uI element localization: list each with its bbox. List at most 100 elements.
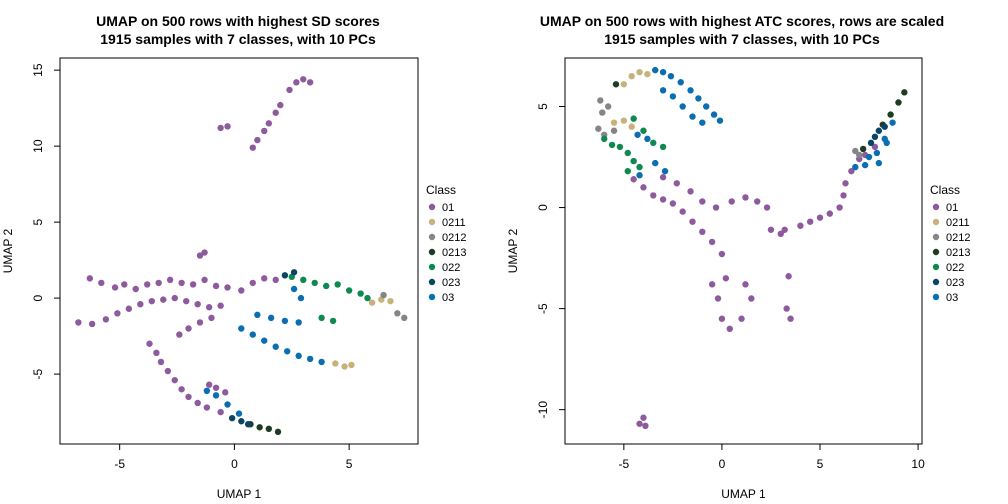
data-point-class-03 [644, 135, 651, 143]
legend-item-label: 0212 [946, 232, 970, 244]
data-point-class-022 [659, 143, 667, 151]
data-point-class-03 [703, 103, 710, 110]
data-point-class-022 [640, 127, 647, 134]
legend-item-label: 0213 [442, 247, 466, 259]
data-point-class-01 [848, 167, 855, 175]
data-point-class-01 [650, 192, 657, 199]
data-point-class-022 [311, 279, 318, 287]
data-point-class-01 [777, 230, 784, 238]
data-point-class-022 [334, 281, 341, 288]
data-point-class-023 [881, 123, 888, 130]
legend-marker [932, 203, 940, 211]
data-point-class-03 [634, 131, 641, 138]
data-point-class-01 [254, 136, 261, 144]
data-point-class-01 [137, 300, 144, 308]
y-axis-label: UMAP 2 [1, 228, 15, 273]
data-point-class-0211 [636, 68, 643, 76]
data-point-class-01 [185, 325, 192, 332]
data-point-class-022 [329, 317, 337, 325]
data-point-class-01 [781, 226, 788, 233]
data-point-class-01 [194, 300, 201, 308]
data-point-class-01 [144, 281, 151, 288]
data-point-class-01 [763, 204, 771, 211]
data-point-class-01 [842, 180, 849, 187]
data-point-class-022 [357, 290, 364, 297]
data-point-class-022 [630, 115, 637, 122]
data-point-class-01 [86, 275, 94, 282]
data-point-class-03 [865, 153, 873, 161]
data-point-class-022 [624, 167, 631, 175]
legend-item-label: 03 [946, 292, 958, 304]
data-point-class-01 [205, 304, 213, 311]
data-point-class-0212 [610, 127, 618, 134]
data-point-class-01 [714, 295, 722, 302]
y-tick-label: -10 [536, 401, 550, 419]
legend-marker [932, 263, 940, 271]
legend-item-label: 023 [442, 277, 460, 289]
data-point-class-01 [176, 331, 183, 338]
legend-item-label: 022 [946, 262, 964, 274]
data-point-class-0211 [348, 361, 355, 369]
data-point-class-0213 [265, 425, 273, 433]
data-point-class-01 [212, 384, 220, 391]
data-point-class-022 [616, 143, 624, 151]
data-point-class-0211 [610, 119, 618, 126]
data-point-class-01 [689, 218, 696, 225]
data-point-class-01 [224, 123, 231, 130]
data-point-class-0211 [620, 81, 628, 88]
data-point-class-01 [669, 200, 677, 207]
legend-marker [932, 218, 940, 226]
data-point-class-01 [249, 279, 256, 287]
legend-item-label: 0213 [946, 247, 970, 259]
data-point-class-01 [238, 287, 245, 294]
data-point-class-03 [689, 113, 696, 120]
data-point-class-03 [861, 161, 869, 169]
data-point-class-01 [208, 314, 215, 322]
y-tick-label: 0 [31, 294, 45, 301]
legend-marker [932, 278, 940, 286]
chart-title: UMAP on 500 rows with highest ATC scores… [540, 13, 944, 29]
data-point-class-022 [601, 135, 608, 143]
legend-title: Class [930, 183, 960, 197]
data-point-class-01 [196, 252, 204, 259]
chart-subtitle: 1915 samples with 7 classes, with 10 PCs [604, 31, 880, 47]
data-point-class-03 [652, 159, 659, 167]
legend-item-label: 023 [946, 277, 964, 289]
y-tick-label: -5 [536, 303, 550, 314]
data-point-class-01 [286, 86, 293, 94]
data-point-class-03 [235, 410, 243, 417]
data-point-class-01 [783, 305, 790, 312]
legend-marker [932, 248, 940, 256]
data-point-class-023 [867, 139, 875, 147]
plot-frame [59, 57, 419, 445]
data-point-class-03 [659, 68, 667, 76]
data-point-class-01 [679, 208, 686, 215]
data-point-class-022 [650, 139, 657, 147]
data-point-class-01 [88, 320, 96, 328]
data-point-class-01 [114, 310, 121, 317]
legend-marker [428, 293, 436, 301]
data-point-class-03 [699, 119, 706, 126]
legend-item-label: 022 [442, 262, 460, 274]
data-point-class-01 [153, 349, 160, 357]
data-point-class-01 [148, 297, 155, 305]
data-point-class-01 [871, 143, 879, 151]
data-point-class-022 [608, 141, 616, 149]
data-point-class-0212 [595, 125, 602, 132]
data-point-class-01 [785, 273, 792, 280]
data-point-class-0212 [380, 291, 387, 299]
data-point-class-01 [840, 192, 847, 199]
data-point-class-01 [201, 276, 208, 284]
data-point-class-03 [636, 172, 643, 179]
data-point-class-01 [160, 296, 167, 303]
data-point-class-01 [171, 376, 178, 384]
chart-panel-2: UMAP on 500 rows with highest ATC scores… [506, 13, 970, 501]
y-axis-label: UMAP 2 [506, 228, 520, 273]
data-point-class-01 [111, 284, 119, 291]
data-point-class-03 [852, 163, 859, 171]
data-point-class-01 [642, 422, 649, 430]
data-point-class-022 [630, 157, 637, 165]
data-point-class-03 [261, 337, 268, 344]
data-point-class-01 [293, 79, 300, 86]
